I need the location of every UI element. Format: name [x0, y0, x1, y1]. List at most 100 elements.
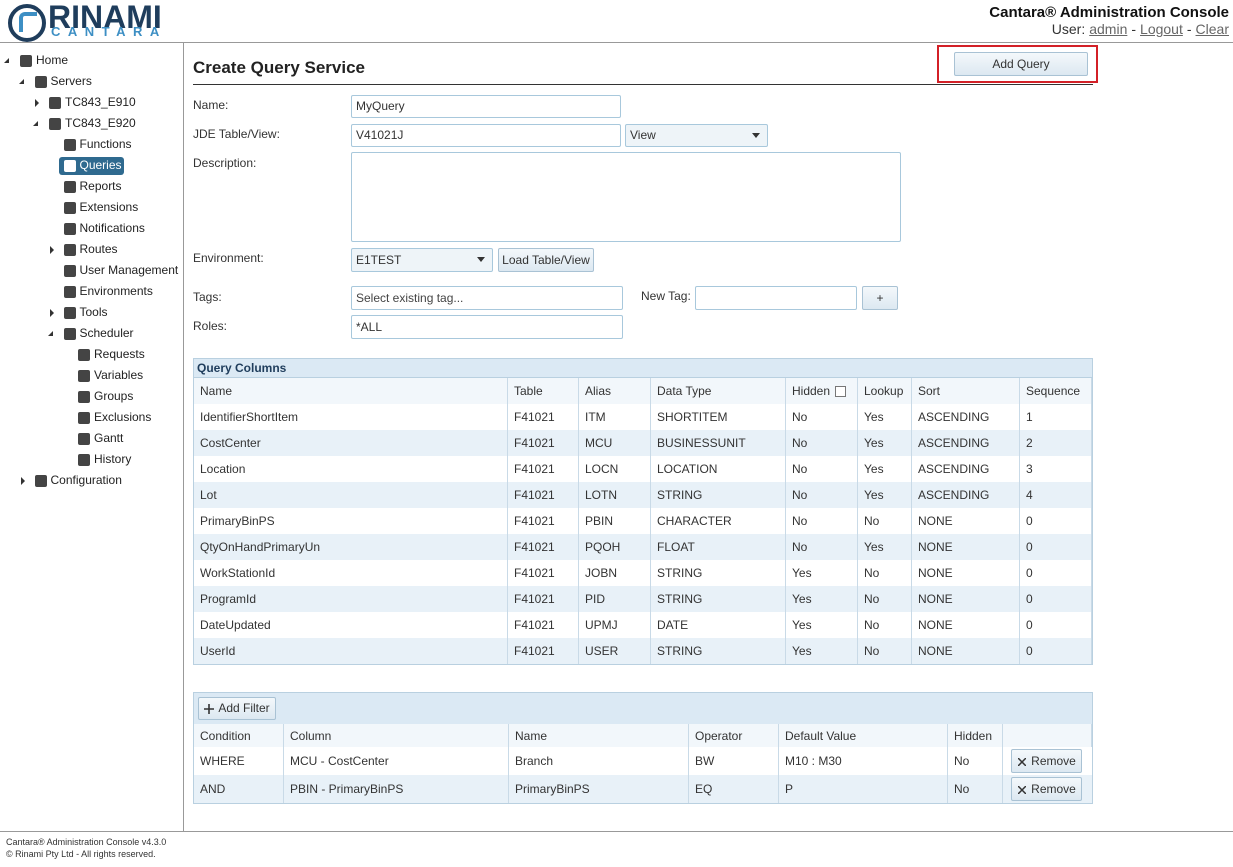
table-cell: NONE — [912, 534, 1020, 560]
expander[interactable] — [48, 331, 53, 336]
nav-item[interactable]: Home — [36, 53, 68, 67]
new-tag-input[interactable] — [695, 286, 857, 310]
name-input[interactable]: MyQuery — [351, 95, 621, 118]
nav-item[interactable]: Queries — [80, 158, 122, 172]
add-query-button[interactable]: Add Query — [954, 52, 1088, 76]
tags-input[interactable]: Select existing tag... — [351, 286, 623, 310]
add-filter-button[interactable]: Add Filter — [198, 697, 276, 720]
filter-cell: No — [948, 747, 1003, 775]
nav-item[interactable]: TC843_E920 — [65, 116, 136, 130]
table-cell: WorkStationId — [194, 560, 508, 586]
sidebar-border — [183, 43, 184, 831]
new-tag-button[interactable]: + — [862, 286, 898, 310]
nav-item[interactable]: Gantt — [94, 431, 123, 445]
table-cell: 0 — [1020, 508, 1092, 534]
nav-icon — [64, 265, 76, 277]
table-cell: No — [786, 508, 858, 534]
table-kind-select[interactable]: View — [625, 124, 768, 147]
nav-item[interactable]: Servers — [51, 74, 92, 88]
expander[interactable] — [35, 99, 39, 107]
nav-item[interactable]: User Management — [80, 263, 179, 277]
filter-cell: PBIN - PrimaryBinPS — [284, 775, 509, 803]
table-cell: ASCENDING — [912, 482, 1020, 508]
nav-item[interactable]: Configuration — [51, 473, 122, 487]
environment-select[interactable]: E1TEST — [351, 248, 493, 272]
table-cell: F41021 — [508, 430, 579, 456]
description-input[interactable] — [351, 152, 901, 242]
expander[interactable] — [21, 477, 25, 485]
table-input[interactable]: V41021J — [351, 124, 621, 147]
expander[interactable] — [33, 121, 38, 126]
filter-cell: BW — [689, 747, 779, 775]
nav-item[interactable]: Environments — [80, 284, 153, 298]
table-cell: BUSINESSUNIT — [651, 430, 786, 456]
hidden-checkbox[interactable] — [835, 386, 846, 397]
table-cell: F41021 — [508, 586, 579, 612]
filter-header[interactable]: Name — [509, 724, 689, 747]
nav-icon — [49, 118, 61, 130]
nav-item[interactable]: Notifications — [80, 221, 145, 235]
filter-cell: AND — [194, 775, 284, 803]
table-cell: Yes — [786, 612, 858, 638]
expander[interactable] — [19, 79, 24, 84]
nav-item[interactable]: Tools — [80, 305, 108, 319]
column-header[interactable]: Table — [508, 378, 579, 404]
expander[interactable] — [50, 246, 54, 254]
app-title: Cantara® Administration Console — [989, 4, 1229, 21]
remove-button[interactable]: Remove — [1011, 777, 1082, 801]
nav-icon — [64, 286, 76, 298]
nav-item[interactable]: Groups — [94, 389, 133, 403]
table-cell: ASCENDING — [912, 404, 1020, 430]
nav-item[interactable]: Reports — [80, 179, 122, 193]
nav-icon — [35, 76, 47, 88]
table-cell: 2 — [1020, 430, 1092, 456]
nav-item[interactable]: Routes — [80, 242, 118, 256]
nav-item[interactable]: Functions — [80, 137, 132, 151]
filter-header[interactable]: Default Value — [779, 724, 948, 747]
column-header[interactable]: Lookup — [858, 378, 912, 404]
table-cell: PQOH — [579, 534, 651, 560]
logout-link[interactable]: Logout — [1140, 21, 1183, 37]
user-link[interactable]: admin — [1089, 21, 1127, 37]
column-header[interactable]: Sort — [912, 378, 1020, 404]
remove-label: Remove — [1031, 782, 1076, 796]
nav-item[interactable]: Variables — [94, 368, 143, 382]
column-header[interactable]: Alias — [579, 378, 651, 404]
column-header[interactable]: Name — [194, 378, 508, 404]
table-cell: No — [786, 482, 858, 508]
filter-header[interactable]: Condition — [194, 724, 284, 747]
table-cell: F41021 — [508, 560, 579, 586]
table-title: Query Columns — [197, 361, 286, 375]
nav-item[interactable]: Extensions — [80, 200, 139, 214]
filter-header[interactable]: Column — [284, 724, 509, 747]
tags-label: Tags: — [193, 290, 222, 304]
footer-copyright: © Rinami Pty Ltd - All rights reserved. — [6, 849, 156, 859]
nav-item[interactable]: Exclusions — [94, 410, 151, 424]
nav-item[interactable]: Requests — [94, 347, 145, 361]
nav-item[interactable]: Scheduler — [80, 326, 134, 340]
nav-item[interactable]: TC843_E910 — [65, 95, 136, 109]
table-cell: Yes — [858, 456, 912, 482]
expander[interactable] — [50, 309, 54, 317]
filter-header[interactable]: Hidden — [948, 724, 1003, 747]
nav-item[interactable]: History — [94, 452, 131, 466]
table-cell: No — [786, 456, 858, 482]
table-cell: NONE — [912, 586, 1020, 612]
table-title-bar — [194, 359, 1092, 378]
expander[interactable] — [4, 58, 9, 63]
table-cell: F41021 — [508, 612, 579, 638]
filter-header[interactable]: Operator — [689, 724, 779, 747]
table-cell: NONE — [912, 638, 1020, 664]
table-cell: STRING — [651, 638, 786, 664]
load-button[interactable]: Load Table/View — [498, 248, 594, 272]
table-cell: No — [858, 638, 912, 664]
roles-input[interactable]: *ALL — [351, 315, 623, 339]
description-label: Description: — [193, 156, 256, 170]
column-header[interactable]: Sequence — [1020, 378, 1092, 404]
footer-version: Cantara® Administration Console v4.3.0 — [6, 837, 166, 847]
remove-button[interactable]: Remove — [1011, 749, 1082, 773]
column-header[interactable]: Data Type — [651, 378, 786, 404]
column-header[interactable]: Hidden — [786, 378, 858, 404]
clear-link[interactable]: Clear — [1196, 21, 1229, 37]
filter-toolbar — [194, 693, 1092, 725]
